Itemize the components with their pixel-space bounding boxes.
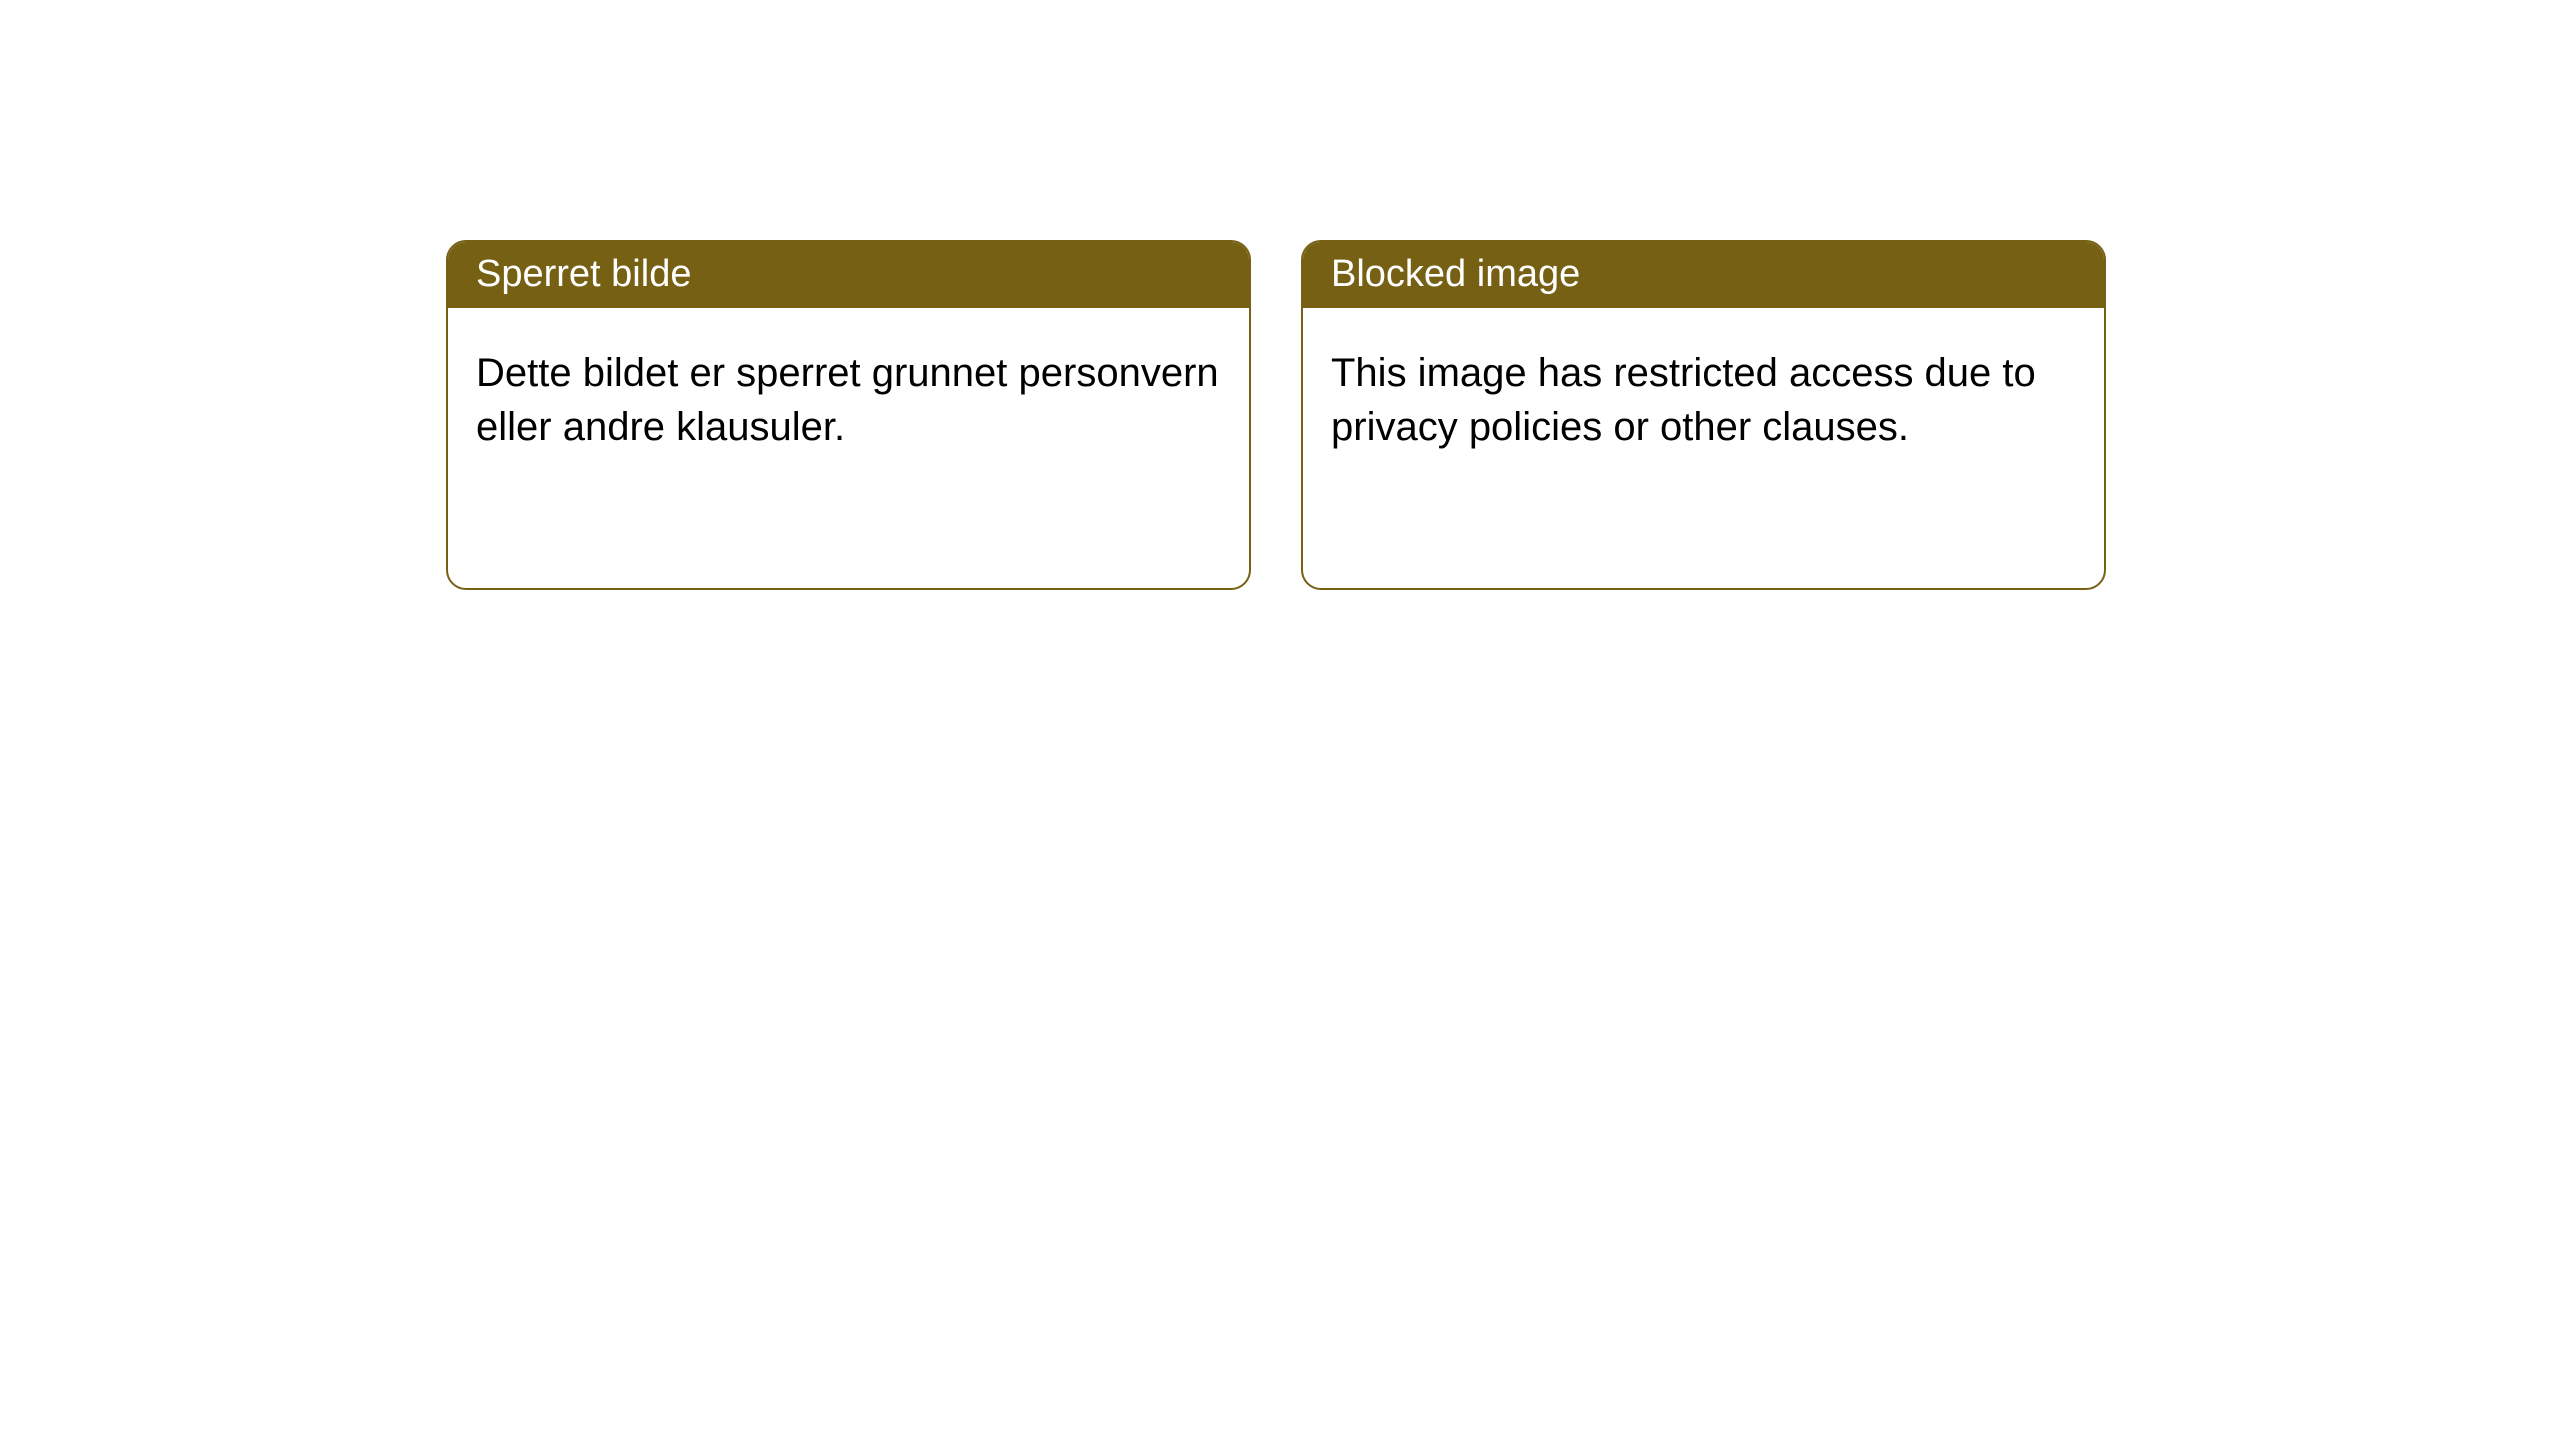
card-header-en: Blocked image [1303, 242, 2104, 308]
message-cards-container: Sperret bilde Dette bildet er sperret gr… [0, 0, 2560, 590]
blocked-image-card-en: Blocked image This image has restricted … [1301, 240, 2106, 590]
card-body-en: This image has restricted access due to … [1303, 308, 2104, 588]
blocked-image-card-no: Sperret bilde Dette bildet er sperret gr… [446, 240, 1251, 590]
card-body-no: Dette bildet er sperret grunnet personve… [448, 308, 1249, 588]
card-header-no: Sperret bilde [448, 242, 1249, 308]
